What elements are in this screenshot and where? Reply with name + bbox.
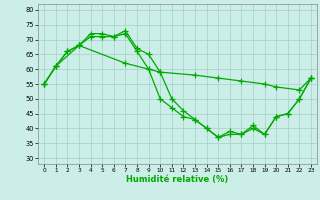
X-axis label: Humidité relative (%): Humidité relative (%) [126, 175, 229, 184]
